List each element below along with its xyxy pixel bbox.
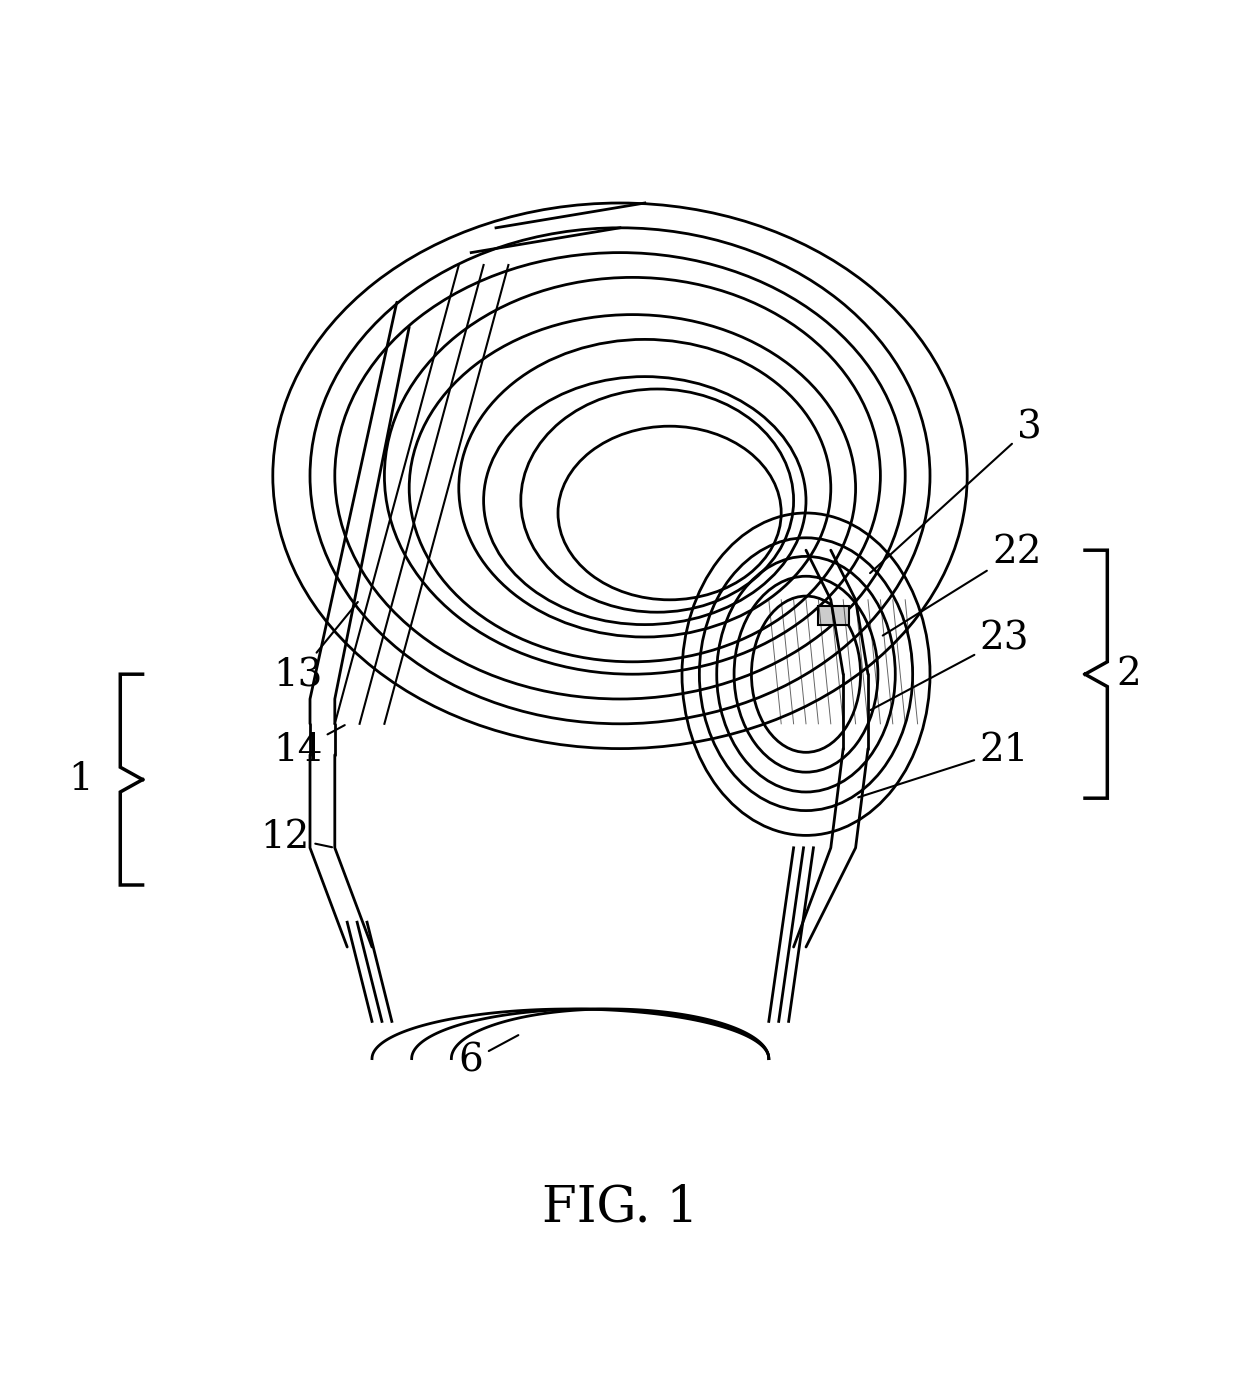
Bar — [818, 605, 849, 625]
Text: 14: 14 — [273, 726, 345, 769]
Text: 1: 1 — [68, 761, 93, 798]
Text: 12: 12 — [260, 819, 332, 856]
Text: FIG. 1: FIG. 1 — [542, 1183, 698, 1232]
Text: 13: 13 — [273, 603, 358, 695]
Text: 3: 3 — [870, 410, 1042, 573]
Text: 23: 23 — [870, 621, 1029, 710]
Text: 22: 22 — [883, 534, 1042, 636]
Text: 2: 2 — [1116, 656, 1141, 692]
Text: 6: 6 — [459, 1035, 518, 1079]
Text: 21: 21 — [858, 733, 1029, 797]
